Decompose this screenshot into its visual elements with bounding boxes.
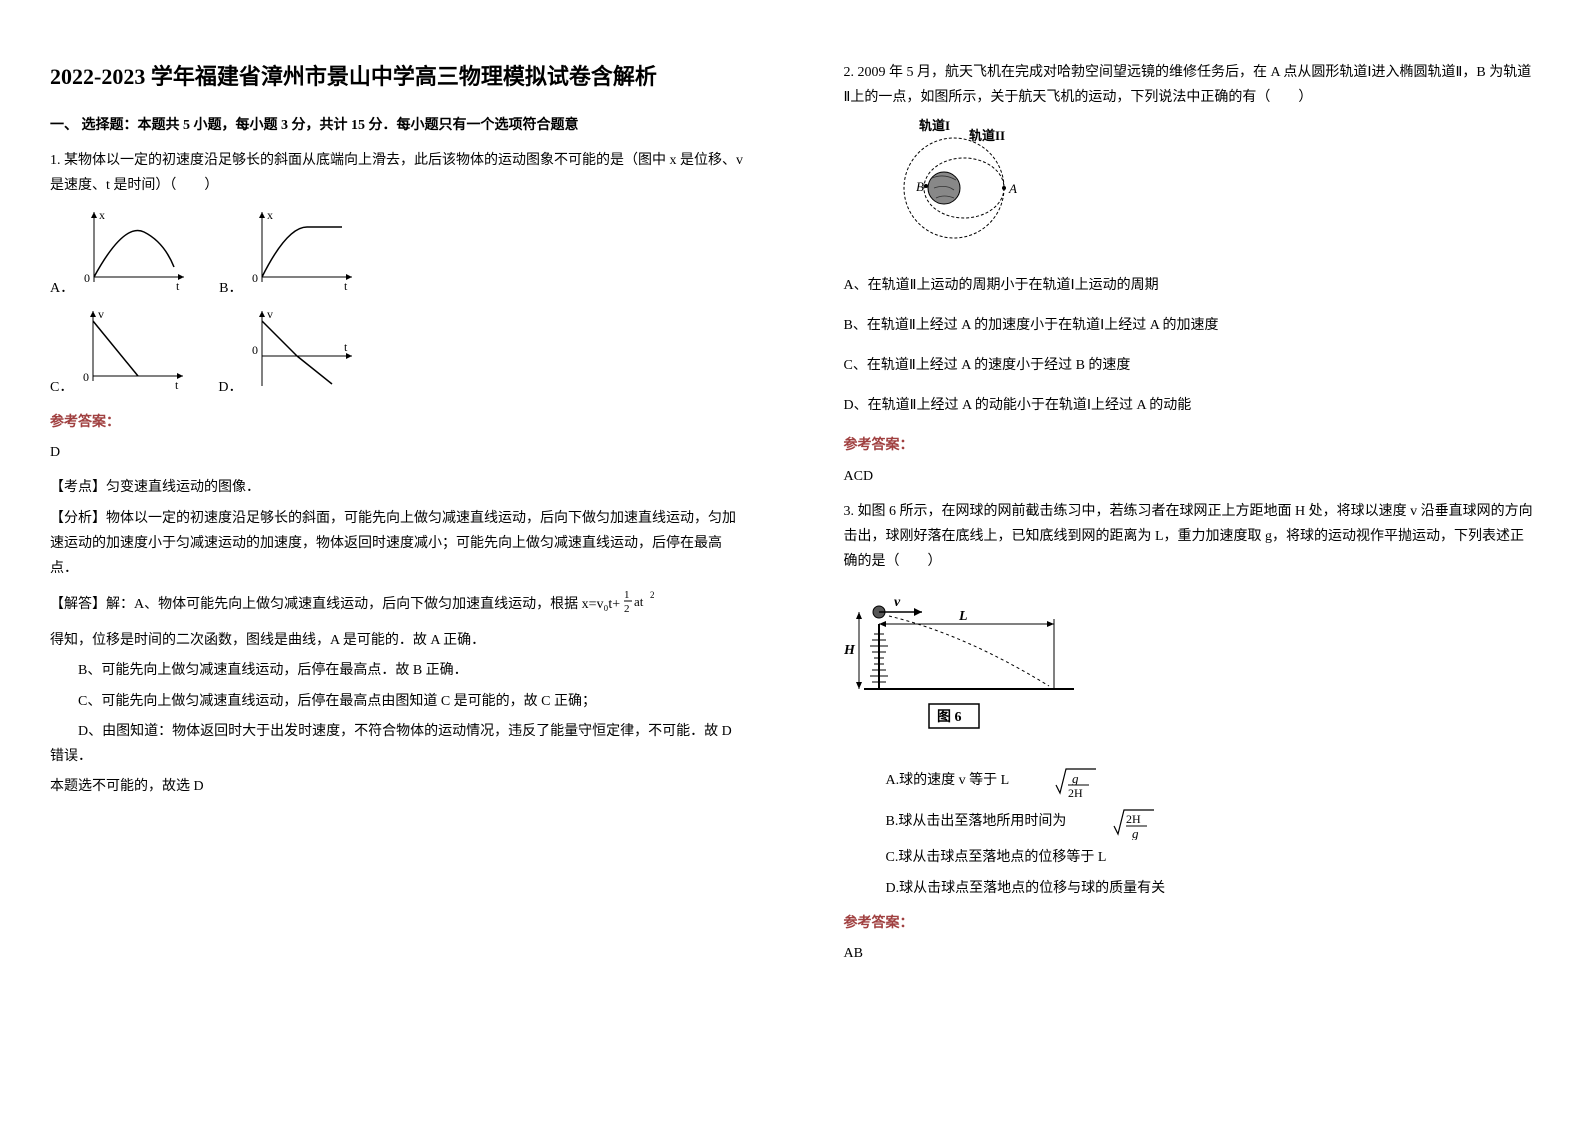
graph-row-1: A． x t 0 B． x t 0 <box>50 207 744 301</box>
svg-text:0: 0 <box>84 271 90 285</box>
svg-text:g: g <box>1072 771 1079 786</box>
right-column: 2. 2009 年 5 月，航天飞机在完成对哈勃空间望远镜的维修任务后，在 A … <box>794 0 1587 1122</box>
svg-text:2H: 2H <box>1068 786 1083 799</box>
graph-d: v t 0 <box>247 306 357 400</box>
q3-opt-a-prefix: A.球的速度 v 等于 L <box>886 774 1009 789</box>
option-a-label: A． <box>50 276 74 301</box>
q3-opt-c: C.球从击球点至落地点的位移等于 L <box>844 845 1538 870</box>
q1-conclusion: 本题选不可能的，故选 D <box>50 774 744 799</box>
graph-a: x t 0 <box>79 207 189 301</box>
svg-text:A: A <box>1008 181 1017 196</box>
q3-opt-d: D.球从击球点至落地点的位移与球的质量有关 <box>844 876 1538 901</box>
left-column: 2022-2023 学年福建省漳州市景山中学高三物理模拟试卷含解析 一、 选择题… <box>0 0 794 1122</box>
exam-title: 2022-2023 学年福建省漳州市景山中学高三物理模拟试卷含解析 <box>50 60 744 93</box>
option-b-label: B． <box>219 276 242 301</box>
svg-text:v: v <box>267 307 273 321</box>
formula-sqrt-2h-g: 2H g <box>1070 804 1157 840</box>
q2-answer: ACD <box>844 464 1538 489</box>
q3-opt-b: B.球从击出至落地所用时间为 2H g <box>844 804 1538 840</box>
orbit2-label: 轨道II <box>969 128 1005 143</box>
svg-text:0: 0 <box>83 370 89 384</box>
q3-opt-a: A.球的速度 v 等于 L g 2H <box>844 763 1538 799</box>
q1-answer: D <box>50 440 744 465</box>
svg-text:2H: 2H <box>1126 812 1141 826</box>
q1-solution-a: 【解答】解：A、物体可能先向上做匀减速直线运动，后向下做匀加速直线运动，根据 x… <box>50 586 744 623</box>
q2-opt-d: D、在轨道Ⅱ上经过 A 的动能小于在轨道Ⅰ上经过 A 的动能 <box>844 393 1538 418</box>
option-c-label: C． <box>50 375 73 400</box>
svg-text:2: 2 <box>650 590 655 600</box>
svg-text:x: x <box>99 208 105 222</box>
q1-point: 【考点】匀变速直线运动的图像． <box>50 475 744 500</box>
q2-answer-label: 参考答案： <box>844 433 1538 458</box>
svg-text:v: v <box>894 595 901 610</box>
q1-solution-c: C、可能先向上做匀减速直线运动，后停在最高点由图知道 C 是可能的，故 C 正确… <box>50 689 744 714</box>
question-3: 3. 如图 6 所示，在网球的网前截击练习中，若练习者在球网正上方距地面 H 处… <box>844 499 1538 575</box>
svg-text:v: v <box>98 307 104 321</box>
svg-text:0: 0 <box>252 343 258 357</box>
graph-b: x t 0 <box>247 207 357 301</box>
svg-text:2: 2 <box>624 603 630 614</box>
q1-solution-a-prefix: 【解答】解：A、物体可能先向上做匀减速直线运动，后向下做匀加速直线运动，根据 x… <box>50 597 620 612</box>
svg-text:图 6: 图 6 <box>937 709 962 725</box>
graph-c: v t 0 <box>78 306 188 400</box>
section-1-header: 一、 选择题：本题共 5 小题，每小题 3 分，共计 15 分．每小题只有一个选… <box>50 113 744 138</box>
svg-text:1: 1 <box>624 589 630 601</box>
question-2: 2. 2009 年 5 月，航天飞机在完成对哈勃空间望远镜的维修任务后，在 A … <box>844 60 1538 110</box>
q2-options: A、在轨道Ⅱ上运动的周期小于在轨道Ⅰ上运动的周期 B、在轨道Ⅱ上经过 A 的加速… <box>844 273 1538 419</box>
q1-solution-b: B、可能先向上做匀减速直线运动，后停在最高点．故 B 正确． <box>50 658 744 683</box>
q1-answer-label: 参考答案： <box>50 410 744 435</box>
svg-text:t: t <box>344 279 348 292</box>
formula-half-at-sq: 1 2 at 2 <box>624 586 660 623</box>
svg-text:L: L <box>958 609 968 624</box>
q2-opt-c: C、在轨道Ⅱ上经过 A 的速度小于经过 B 的速度 <box>844 353 1538 378</box>
svg-text:H: H <box>844 643 856 658</box>
q3-opt-b-prefix: B.球从击出至落地所用时间为 <box>886 815 1067 830</box>
question-1: 1. 某物体以一定的初速度沿足够长的斜面从底端向上滑去，此后该物体的运动图象不可… <box>50 148 744 198</box>
q2-opt-b: B、在轨道Ⅱ上经过 A 的加速度小于在轨道Ⅰ上经过 A 的加速度 <box>844 313 1538 338</box>
q2-opt-a: A、在轨道Ⅱ上运动的周期小于在轨道Ⅰ上运动的周期 <box>844 273 1538 298</box>
svg-text:t: t <box>175 378 179 391</box>
orbit-diagram: 轨道I 轨道II A B <box>874 118 1538 257</box>
svg-text:B: B <box>916 179 924 194</box>
svg-text:at: at <box>634 594 644 609</box>
svg-text:t: t <box>344 340 348 354</box>
orbit1-label: 轨道I <box>919 118 950 133</box>
svg-text:x: x <box>267 208 273 222</box>
q1-solution-d: D、由图知道：物体返回时大于出发时速度，不符合物体的运动情况，违反了能量守恒定律… <box>50 719 744 769</box>
formula-sqrt-g-2h: g 2H <box>1012 763 1099 799</box>
svg-text:g: g <box>1132 826 1139 840</box>
diagram-6: v H L 图 6 <box>844 584 1538 753</box>
option-d-label: D． <box>218 375 242 400</box>
q3-answer: AB <box>844 941 1538 966</box>
q1-solution-a-end: 得知，位移是时间的二次函数，图线是曲线，A 是可能的．故 A 正确． <box>50 628 744 653</box>
graph-row-2: C． v t 0 D． v t 0 <box>50 306 744 400</box>
q3-answer-label: 参考答案： <box>844 911 1538 936</box>
svg-text:t: t <box>176 279 180 292</box>
q1-analysis-intro: 【分析】物体以一定的初速度沿足够长的斜面，可能先向上做匀减速直线运动，后向下做匀… <box>50 506 744 582</box>
svg-text:0: 0 <box>252 271 258 285</box>
